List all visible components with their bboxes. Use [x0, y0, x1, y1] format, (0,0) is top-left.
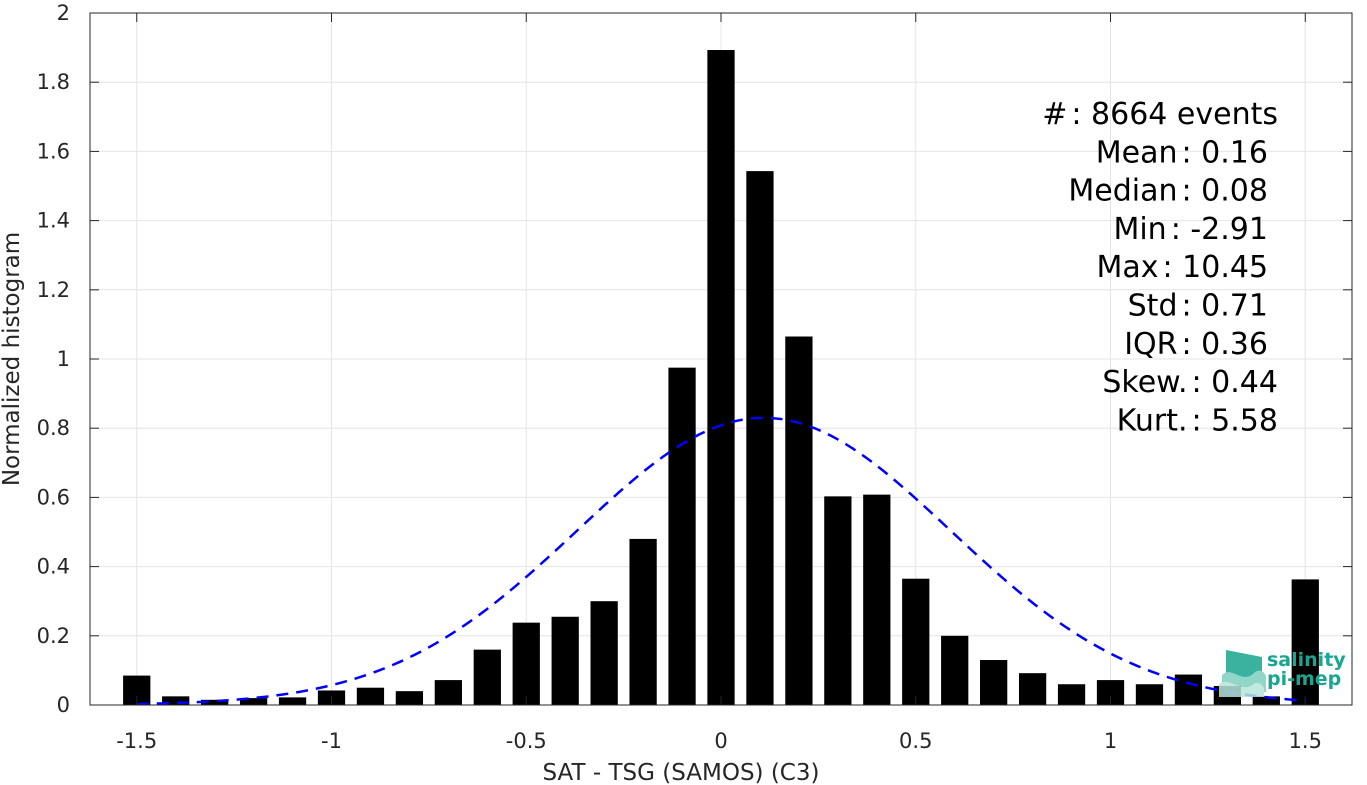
- histogram-bar: [824, 496, 852, 705]
- stat-value: : 10.45: [1163, 250, 1269, 285]
- stat-label: Median: [1068, 174, 1177, 209]
- stat-label: Mean: [1096, 135, 1178, 170]
- stat-row: Max : 10.45: [1096, 250, 1268, 285]
- histogram-bar: [941, 635, 969, 705]
- x-axis-label: SAT - TSG (SAMOS) (C3): [543, 760, 820, 785]
- histogram-bar: [1291, 579, 1319, 705]
- stat-value: : 8664 events: [1071, 97, 1278, 132]
- stat-row: Kurt. : 5.58: [1117, 403, 1278, 438]
- stat-label: Min: [1113, 212, 1166, 247]
- logo-text-line2: pi-mep: [1267, 668, 1341, 690]
- salinity-pi-mep-logo: salinity pi-mep: [1219, 649, 1346, 697]
- stat-value: : 0.44: [1192, 365, 1278, 400]
- histogram-bars: [123, 50, 1319, 706]
- histogram-bar: [278, 697, 307, 705]
- y-tick-label: 2: [57, 1, 70, 25]
- stat-value: : -2.91: [1171, 212, 1268, 247]
- stat-value: : 0.08: [1182, 174, 1268, 209]
- y-tick-label: 1.4: [37, 209, 70, 233]
- histogram-bar: [239, 698, 268, 705]
- x-tick-label: 1: [1104, 729, 1117, 753]
- y-tick-label: 0.6: [37, 485, 70, 509]
- histogram-bar: [746, 171, 774, 705]
- stat-value: : 0.71: [1182, 289, 1268, 324]
- stat-row: IQR : 0.36: [1124, 327, 1268, 362]
- y-tick-label: 1: [57, 347, 70, 371]
- stat-label: Kurt.: [1117, 403, 1188, 438]
- waves-icon: [1219, 650, 1266, 697]
- histogram-bar: [863, 494, 891, 705]
- stat-value: : 0.36: [1182, 327, 1268, 362]
- x-tick-label: -0.5: [506, 729, 547, 753]
- histogram-bar: [1018, 673, 1047, 705]
- y-tick-label: 1.6: [37, 139, 70, 163]
- histogram-bar: [1174, 674, 1203, 705]
- stat-row: Skew. : 0.44: [1102, 365, 1278, 400]
- y-axis-label: Normalized histogram: [0, 232, 25, 486]
- histogram-bar: [590, 601, 618, 705]
- y-tick-label: 0.2: [37, 624, 70, 648]
- y-tick-label: 0.8: [37, 416, 70, 440]
- histogram-bar: [356, 687, 385, 705]
- y-tick-labels: 0 0.2 0.4 0.6 0.8 1 1.2 1.4 1.6 1.8 2: [37, 1, 70, 717]
- stat-label: Skew.: [1102, 365, 1187, 400]
- histogram-bar: [902, 578, 930, 705]
- histogram-bar: [512, 622, 540, 705]
- histogram-bar: [473, 649, 501, 705]
- y-tick-label: 1.2: [37, 278, 70, 302]
- histogram-bar: [668, 367, 696, 705]
- stat-row: # : 8664 events: [1042, 97, 1278, 132]
- x-tick-label: -1: [321, 729, 342, 753]
- x-tick-label: 0.5: [899, 729, 932, 753]
- histogram-bar: [707, 50, 735, 706]
- histogram-bar: [551, 616, 579, 705]
- histogram-bar: [1135, 684, 1164, 705]
- histogram-bar: [162, 696, 190, 705]
- histogram-bar: [1252, 696, 1280, 705]
- normal-fit-curve: [136, 416, 1306, 706]
- histogram-bar: [980, 660, 1008, 705]
- logo-text-line1: salinity: [1267, 649, 1346, 671]
- histogram-bar: [395, 691, 424, 705]
- stat-label: IQR: [1124, 327, 1177, 362]
- x-tick-label: 1.5: [1289, 729, 1322, 753]
- y-tick-label: 0.4: [37, 555, 70, 579]
- stat-label: Std: [1128, 289, 1178, 324]
- axis-ticks: [90, 12, 1352, 706]
- stat-row: Min : -2.91: [1113, 212, 1268, 247]
- x-tick-label: -1.5: [116, 729, 157, 753]
- histogram-bar: [1057, 684, 1086, 705]
- stat-label: #: [1042, 97, 1067, 132]
- histogram-bar: [629, 538, 657, 705]
- stat-value: : 5.58: [1192, 403, 1278, 438]
- stat-label: Max: [1096, 250, 1158, 285]
- histogram-bar: [434, 680, 462, 705]
- stat-value: : 0.16: [1182, 135, 1268, 170]
- y-tick-label: 0: [57, 693, 70, 717]
- stat-row: Mean : 0.16: [1096, 135, 1268, 170]
- x-tick-labels: -1.5 -1 -0.5 0 0.5 1 1.5: [116, 729, 1322, 753]
- x-tick-label: 0: [714, 729, 727, 753]
- y-tick-label: 1.8: [37, 70, 70, 94]
- stat-row: Std : 0.71: [1128, 289, 1268, 324]
- stat-row: Median : 0.08: [1068, 174, 1268, 209]
- histogram-bar: [785, 336, 813, 705]
- histogram-bar: [201, 699, 229, 705]
